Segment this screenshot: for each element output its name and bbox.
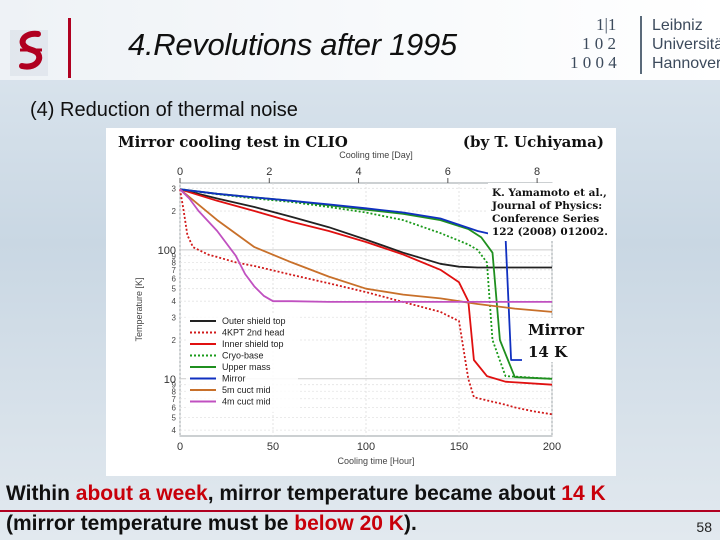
x2-tick-label: 8	[534, 166, 540, 178]
x2-tick-label: 2	[266, 166, 272, 178]
reference-box	[488, 183, 608, 241]
y-minor-tick-label: 3	[172, 184, 177, 193]
university-logo-icon: 1|1 1 0 2 1 0 0 4	[570, 15, 617, 72]
x2-tick-label: 0	[177, 166, 183, 178]
x-tick-label: 100	[357, 441, 375, 453]
body-line-1: Within about a week, mirror temperature …	[6, 482, 712, 506]
y-minor-tick-label: 7	[172, 395, 177, 404]
x-tick-label: 150	[450, 441, 468, 453]
footer-rule	[0, 510, 720, 512]
x-tick-label: 200	[543, 441, 561, 453]
x-tick-label: 50	[267, 441, 279, 453]
university-name-line: Leibniz	[652, 17, 703, 34]
x-tick-label: 0	[177, 441, 183, 453]
university-name-line: Universität	[652, 36, 720, 53]
reference-line: Conference Series	[492, 213, 599, 225]
legend-box	[186, 314, 298, 412]
logo-glyph: 1 0 2	[582, 34, 616, 53]
body-line-2: (mirror temperature must be below 20 K).	[6, 512, 712, 536]
y-minor-tick-label: 5	[172, 414, 177, 423]
mirror-annotation: Mirror	[528, 321, 585, 339]
gravitational-wave-logo-icon	[10, 30, 48, 76]
body-text-span: Within	[6, 482, 76, 505]
body-text-span: (mirror temperature must be	[6, 512, 295, 535]
series-line	[179, 188, 552, 361]
y-tick-label: 10	[164, 374, 176, 386]
logo-divider	[640, 16, 642, 74]
y-minor-tick-label: 7	[172, 266, 177, 275]
y-minor-tick-label: 2	[172, 336, 177, 345]
series-line	[179, 188, 553, 313]
title-accent-bar	[68, 18, 71, 78]
x2-axis-label: Cooling time [Day]	[339, 150, 413, 160]
logo-glyph: 1 0 0 4	[570, 53, 617, 72]
legend-label: 4m cuct mid	[222, 397, 271, 407]
legend-label: Upper mass	[222, 362, 271, 372]
legend-label: 4KPT 2nd head	[222, 328, 284, 338]
x-axis-label: Cooling time [Hour]	[337, 456, 414, 466]
legend-label: Mirror	[222, 374, 246, 384]
annotation-box	[522, 318, 584, 362]
logo-glyph: 1|1	[596, 15, 616, 34]
y-minor-tick-label: 6	[172, 274, 177, 283]
y-tick-label: 100	[158, 245, 176, 257]
reference-line: K. Yamamoto et al.,	[492, 187, 607, 199]
body-text-span: ).	[403, 512, 417, 535]
body-text-span: , mirror temperature became about	[207, 482, 562, 505]
x2-tick-label: 6	[445, 166, 451, 178]
university-name-line: Hannover	[652, 55, 720, 72]
reference-line: Journal of Physics:	[491, 200, 602, 212]
y-minor-tick-label: 8	[172, 387, 177, 396]
chart-figure: Mirror cooling test in CLIO (by T. Uchiy…	[106, 128, 616, 476]
figure-credit: (by T. Uchiyama)	[462, 133, 604, 151]
highlighted-text: about a week	[75, 482, 208, 505]
y-minor-tick-label: 8	[172, 258, 177, 267]
y-minor-tick-label: 4	[172, 297, 177, 306]
university-name: Leibniz Universität Hannover	[652, 16, 720, 73]
y-minor-tick-label: 9	[172, 252, 177, 261]
y-minor-tick-label: 2	[172, 207, 177, 216]
reference-line: 122 (2008) 012002.	[492, 226, 608, 238]
legend-label: Cryo-base	[222, 351, 264, 361]
series-line	[179, 188, 552, 303]
slide-title: 4.Revolutions after 1995	[128, 27, 457, 62]
y-minor-tick-label: 3	[172, 313, 177, 322]
series-line	[179, 188, 553, 380]
y-minor-tick-label: 9	[172, 381, 177, 390]
series-line	[179, 188, 552, 269]
y-minor-tick-label: 5	[172, 285, 177, 294]
mirror-temperature-annotation: 14 K	[528, 343, 568, 361]
figure-heading: Mirror cooling test in CLIO	[118, 133, 348, 151]
highlighted-text: 14 K	[561, 482, 606, 505]
series-line	[179, 189, 553, 416]
x2-tick-label: 4	[355, 166, 361, 178]
highlighted-text: below 20 K	[294, 512, 404, 535]
legend-label: Outer shield top	[222, 316, 286, 326]
slide-subtitle: (4) Reduction of thermal noise	[30, 99, 298, 121]
y-axis-label: Temperature [K]	[134, 277, 144, 341]
y-minor-tick-label: 4	[172, 426, 177, 435]
slide-header: 4.Revolutions after 1995 1|1 1 0 2 1 0 0…	[0, 0, 720, 80]
legend-label: Inner shield top	[222, 339, 284, 349]
y-minor-tick-label: 6	[172, 403, 177, 412]
legend-label: 5m cuct mid	[222, 385, 271, 395]
series-line	[179, 188, 553, 386]
page-number: 58	[696, 519, 712, 535]
